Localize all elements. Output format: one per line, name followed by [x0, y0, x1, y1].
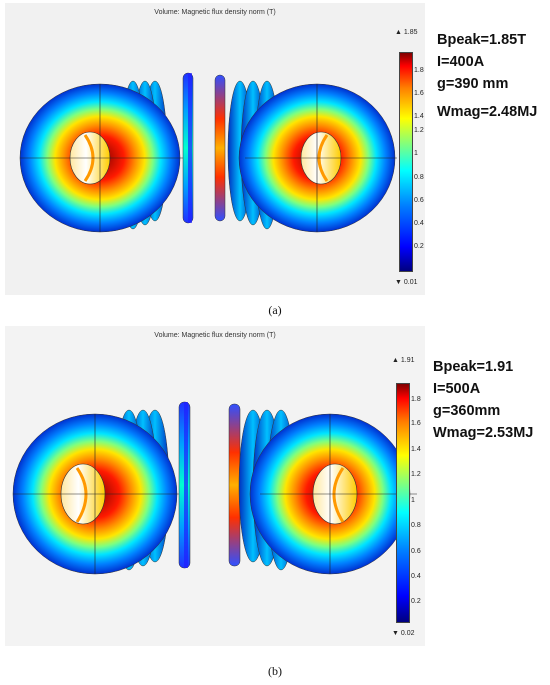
param-current: I=400A: [437, 54, 485, 70]
colorbar-min-label: ▼ 0.02: [392, 630, 415, 637]
colorbar-a: [399, 52, 413, 272]
caption-b: (b): [268, 664, 282, 678]
parameters-b: Bpeak=1.91 I=500A g=360mm Wmag=2.53MJ: [433, 356, 533, 444]
simulation-plot-b: Volume: Magnetic flux density norm (T): [5, 326, 425, 646]
colorbar-tick: 1.6: [414, 90, 424, 97]
colorbar-tick: 0.8: [414, 174, 424, 181]
colorbar-tick: 1.8: [414, 67, 424, 74]
coil-geometry-render: [12, 401, 417, 575]
colorbar-tick: 1.8: [411, 396, 421, 403]
colorbar-tick: 1.2: [411, 471, 421, 478]
colorbar-tick: 0.2: [414, 243, 424, 250]
colorbar-tick: 1: [411, 497, 415, 504]
parameters-a: Bpeak=1.85T I=400A g=390 mm Wmag=2.48MJ: [437, 29, 537, 123]
right-coil-stack: [238, 409, 417, 575]
param-gap: g=390 mm: [437, 76, 509, 92]
simulation-plot-a: Volume: Magnetic flux density norm (T): [5, 3, 425, 295]
colorbar-tick: 1: [414, 150, 418, 157]
param-bpeak: Bpeak=1.91: [433, 359, 514, 375]
plot-title: Volume: Magnetic flux density norm (T): [154, 332, 276, 339]
colorbar-tick: 0.8: [411, 522, 421, 529]
center-plates: [178, 401, 241, 569]
caption-a: (a): [268, 303, 282, 317]
coil-geometry-render: [19, 72, 397, 233]
colorbar-tick: 1.4: [411, 446, 421, 453]
colorbar-tick: 0.2: [411, 598, 421, 605]
param-wmag: Wmag=2.53MJ: [433, 425, 534, 441]
colorbar-tick: 0.4: [411, 573, 421, 580]
colorbar-tick: 1.2: [414, 127, 424, 134]
colorbar-max-label: ▲ 1.91: [392, 357, 415, 364]
colorbar-max-label: ▲ 1.85: [395, 29, 418, 36]
param-gap: g=360mm: [433, 403, 501, 419]
center-plates: [182, 72, 226, 224]
param-current: I=500A: [433, 381, 481, 397]
colorbar-min-label: ▼ 0.01: [395, 279, 418, 286]
colorbar-tick: 0.6: [411, 548, 421, 555]
colorbar-tick: 0.6: [414, 197, 424, 204]
colorbar-b: [396, 383, 410, 623]
plot-title: Volume: Magnetic flux density norm (T): [154, 9, 276, 16]
left-coil-stack: [12, 409, 183, 575]
colorbar-tick: 0.4: [414, 220, 424, 227]
param-bpeak: Bpeak=1.85T: [437, 32, 527, 48]
left-coil-stack: [19, 80, 185, 233]
colorbar-tick: 1.6: [411, 420, 421, 427]
colorbar-tick: 1.4: [414, 113, 424, 120]
param-wmag: Wmag=2.48MJ: [437, 104, 538, 120]
right-coil-stack: [227, 80, 397, 233]
